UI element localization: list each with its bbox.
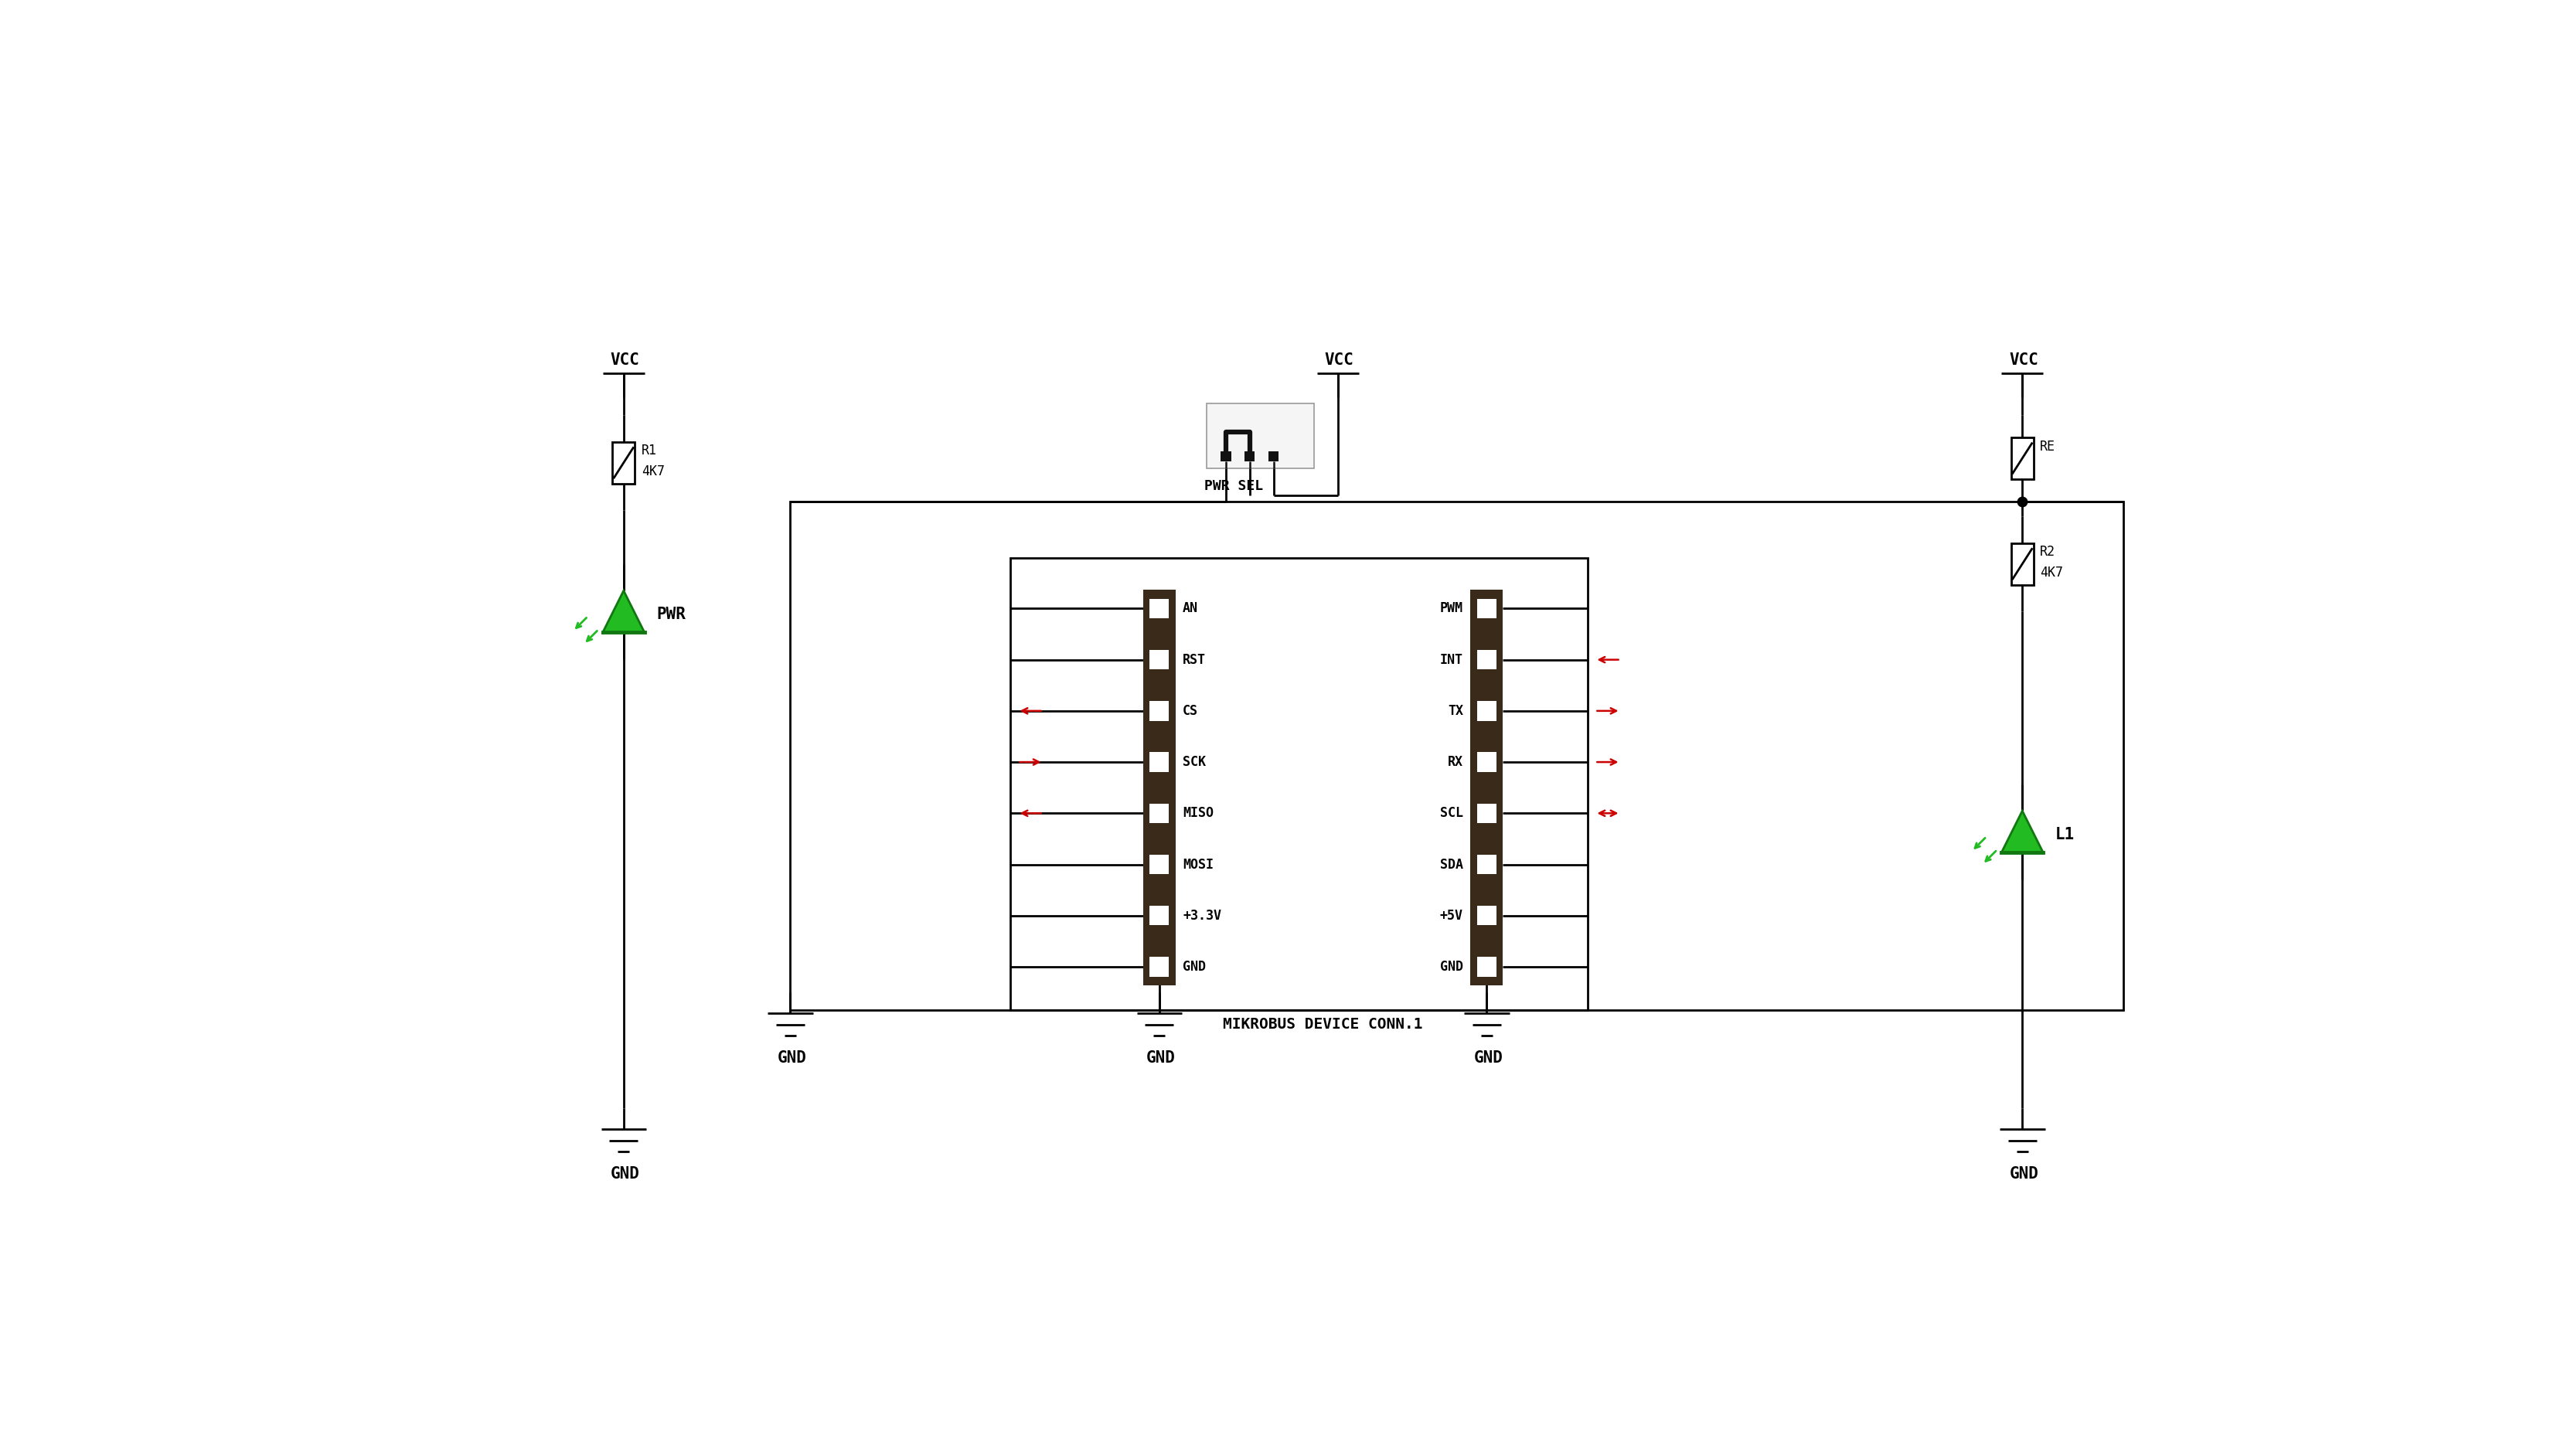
Bar [2010, 543, 2033, 585]
Bar [1010, 558, 1588, 1010]
Bar [1478, 598, 1496, 619]
Bar [611, 443, 634, 483]
Text: +3.3V: +3.3V [1184, 909, 1222, 923]
Text: GND: GND [1146, 1050, 1176, 1066]
Text: VCC: VCC [2010, 352, 2038, 367]
Bar [1220, 451, 1230, 462]
Bar [1478, 855, 1496, 874]
Text: TX: TX [1447, 703, 1463, 718]
Bar [1478, 957, 1496, 977]
Text: MIKROBUS DEVICE CONN.1: MIKROBUS DEVICE CONN.1 [1222, 1018, 1422, 1032]
Polygon shape [2002, 811, 2043, 853]
Bar [1478, 906, 1496, 926]
Bar [1478, 753, 1496, 772]
Text: GND: GND [2010, 1166, 2038, 1182]
Text: PWM: PWM [1440, 601, 1463, 616]
Text: SCL: SCL [1440, 807, 1463, 820]
Text: +5V: +5V [1440, 909, 1463, 923]
Bar [1268, 451, 1278, 462]
Bar [1245, 451, 1255, 462]
Bar [1151, 598, 1169, 619]
Text: AN: AN [1184, 601, 1199, 616]
Bar [1151, 957, 1169, 977]
Bar [2010, 437, 2033, 479]
Text: RX: RX [1447, 756, 1463, 769]
Text: L1: L1 [2056, 827, 2074, 843]
Text: R2: R2 [2040, 545, 2056, 559]
Text: VCC: VCC [611, 352, 639, 367]
Text: SCK: SCK [1184, 756, 1207, 769]
Text: PWR SEL: PWR SEL [1204, 479, 1263, 494]
Bar [1151, 804, 1169, 823]
Text: PWR: PWR [657, 607, 685, 622]
Bar [790, 501, 2122, 1010]
Polygon shape [603, 591, 644, 632]
Text: VCC: VCC [1325, 352, 1355, 367]
Text: SDA: SDA [1440, 858, 1463, 871]
Bar [1151, 753, 1169, 772]
Bar [1151, 649, 1169, 670]
Text: R1: R1 [642, 444, 657, 457]
Bar [1151, 855, 1169, 874]
Bar [1143, 590, 1176, 986]
Text: 4K7: 4K7 [642, 464, 665, 479]
Bar [1478, 804, 1496, 823]
Bar [1151, 700, 1169, 721]
Bar [1207, 403, 1314, 469]
Text: MISO: MISO [1184, 807, 1215, 820]
Bar [1151, 906, 1169, 926]
Text: RE: RE [2040, 440, 2056, 453]
Text: RST: RST [1184, 652, 1207, 667]
Text: GND: GND [777, 1050, 805, 1066]
Bar [1470, 590, 1504, 986]
Text: 4K7: 4K7 [2040, 566, 2063, 579]
Text: GND: GND [1473, 1050, 1504, 1066]
Bar [1478, 700, 1496, 721]
Text: GND: GND [1440, 960, 1463, 974]
Text: GND: GND [1184, 960, 1207, 974]
Text: CS: CS [1184, 703, 1199, 718]
Text: GND: GND [611, 1166, 639, 1182]
Text: INT: INT [1440, 652, 1463, 667]
Bar [1478, 649, 1496, 670]
Text: MOSI: MOSI [1184, 858, 1215, 871]
